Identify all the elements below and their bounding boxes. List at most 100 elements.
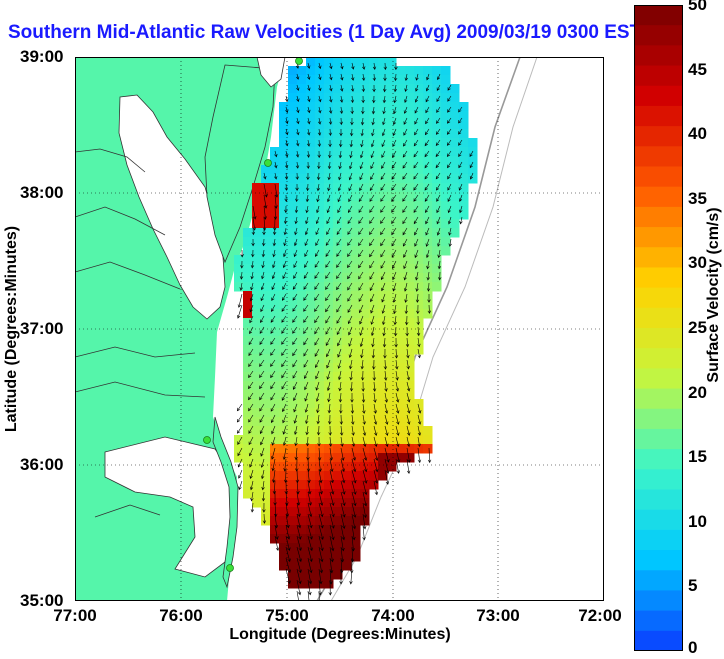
velocity-vector bbox=[382, 95, 387, 104]
velocity-cell bbox=[333, 219, 343, 229]
velocity-cell bbox=[387, 291, 397, 301]
velocity-cell bbox=[414, 75, 424, 85]
velocity-vector bbox=[447, 106, 452, 113]
velocity-vector bbox=[307, 535, 313, 552]
velocity-vector bbox=[361, 370, 365, 381]
velocity-vector bbox=[303, 304, 309, 312]
velocity-cell bbox=[378, 354, 388, 364]
velocity-cell bbox=[333, 246, 343, 256]
velocity-vector bbox=[424, 172, 430, 180]
velocity-cell bbox=[450, 201, 460, 211]
velocity-cell bbox=[315, 219, 325, 229]
velocity-cell bbox=[279, 291, 289, 301]
velocity-cell bbox=[297, 426, 307, 436]
velocity-cell bbox=[387, 327, 397, 337]
velocity-vector bbox=[369, 183, 375, 192]
velocity-cell bbox=[324, 570, 334, 580]
velocity-cell bbox=[378, 192, 388, 202]
velocity-cell bbox=[441, 129, 451, 139]
velocity-cell bbox=[360, 453, 370, 463]
velocity-cell bbox=[288, 390, 298, 400]
velocity-vector bbox=[326, 205, 331, 214]
velocity-cell bbox=[396, 219, 406, 229]
velocity-vector bbox=[351, 491, 357, 507]
velocity-cell bbox=[441, 210, 451, 220]
velocity-vector bbox=[392, 117, 397, 126]
velocity-cell bbox=[360, 363, 370, 373]
velocity-vector bbox=[295, 73, 300, 80]
velocity-cell bbox=[324, 552, 334, 562]
velocity-cell bbox=[432, 210, 442, 220]
velocity-vector bbox=[270, 359, 276, 367]
velocity-vector bbox=[315, 392, 320, 402]
velocity-cell bbox=[324, 273, 334, 283]
velocity-vector bbox=[380, 194, 386, 202]
velocity-cell bbox=[261, 345, 271, 355]
velocity-cell bbox=[288, 453, 298, 463]
velocity-vector bbox=[337, 183, 342, 192]
velocity-cell bbox=[369, 300, 379, 310]
velocity-vector bbox=[270, 403, 276, 412]
velocity-cell bbox=[459, 111, 469, 121]
velocity-vector bbox=[415, 84, 419, 92]
velocity-cell bbox=[306, 516, 316, 526]
velocity-cell bbox=[387, 444, 397, 454]
velocity-vector bbox=[447, 205, 452, 214]
velocity-vector bbox=[413, 161, 419, 169]
velocity-cell bbox=[324, 300, 334, 310]
velocity-cell bbox=[306, 111, 316, 121]
velocity-cell bbox=[360, 255, 370, 265]
velocity-cell bbox=[459, 156, 469, 166]
velocity-cell bbox=[423, 273, 433, 283]
velocity-cell bbox=[423, 300, 433, 310]
x-tick-label: 76:00 bbox=[159, 606, 203, 625]
velocity-cell bbox=[279, 192, 289, 202]
velocity-cell bbox=[243, 480, 253, 490]
velocity-cell bbox=[360, 390, 370, 400]
velocity-cell bbox=[243, 363, 253, 373]
velocity-cell bbox=[396, 408, 406, 418]
velocity-vector bbox=[285, 557, 291, 574]
velocity-vector bbox=[383, 74, 387, 82]
velocity-vector bbox=[362, 502, 367, 519]
velocity-cell bbox=[333, 372, 343, 382]
velocity-vector bbox=[347, 293, 353, 302]
velocity-cell bbox=[279, 246, 289, 256]
velocity-cell bbox=[360, 237, 370, 247]
velocity-cell bbox=[297, 300, 307, 310]
velocity-cell bbox=[405, 354, 415, 364]
velocity-vector bbox=[358, 260, 364, 269]
velocity-cell bbox=[243, 408, 253, 418]
velocity-cell bbox=[414, 264, 424, 274]
velocity-cell bbox=[315, 399, 325, 409]
velocity-cell bbox=[432, 66, 442, 76]
velocity-cell bbox=[387, 84, 397, 94]
velocity-vector bbox=[395, 381, 400, 392]
velocity-cell bbox=[270, 156, 280, 166]
velocity-cell bbox=[342, 426, 352, 436]
velocity-vector bbox=[305, 216, 309, 225]
velocity-cell bbox=[279, 228, 289, 238]
velocity-cell bbox=[405, 93, 415, 103]
velocity-cell bbox=[360, 228, 370, 238]
velocity-cell bbox=[441, 75, 451, 85]
velocity-cell bbox=[405, 453, 415, 463]
velocity-vector bbox=[250, 271, 254, 280]
velocity-cell bbox=[279, 561, 289, 571]
velocity-vector bbox=[437, 249, 441, 259]
velocity-cell bbox=[324, 255, 334, 265]
velocity-vector bbox=[295, 194, 299, 203]
velocity-vector bbox=[325, 315, 331, 324]
velocity-cell bbox=[378, 345, 388, 355]
velocity-cell bbox=[432, 147, 442, 157]
velocity-vector bbox=[458, 161, 463, 169]
velocity-vector bbox=[338, 150, 343, 159]
velocity-cell bbox=[450, 93, 460, 103]
velocity-vector bbox=[406, 392, 411, 403]
velocity-cell bbox=[378, 390, 388, 400]
velocity-vector bbox=[260, 447, 265, 457]
velocity-cell bbox=[351, 408, 361, 418]
velocity-cell bbox=[369, 111, 379, 121]
velocity-cell bbox=[468, 174, 478, 184]
velocity-cell bbox=[351, 192, 361, 202]
